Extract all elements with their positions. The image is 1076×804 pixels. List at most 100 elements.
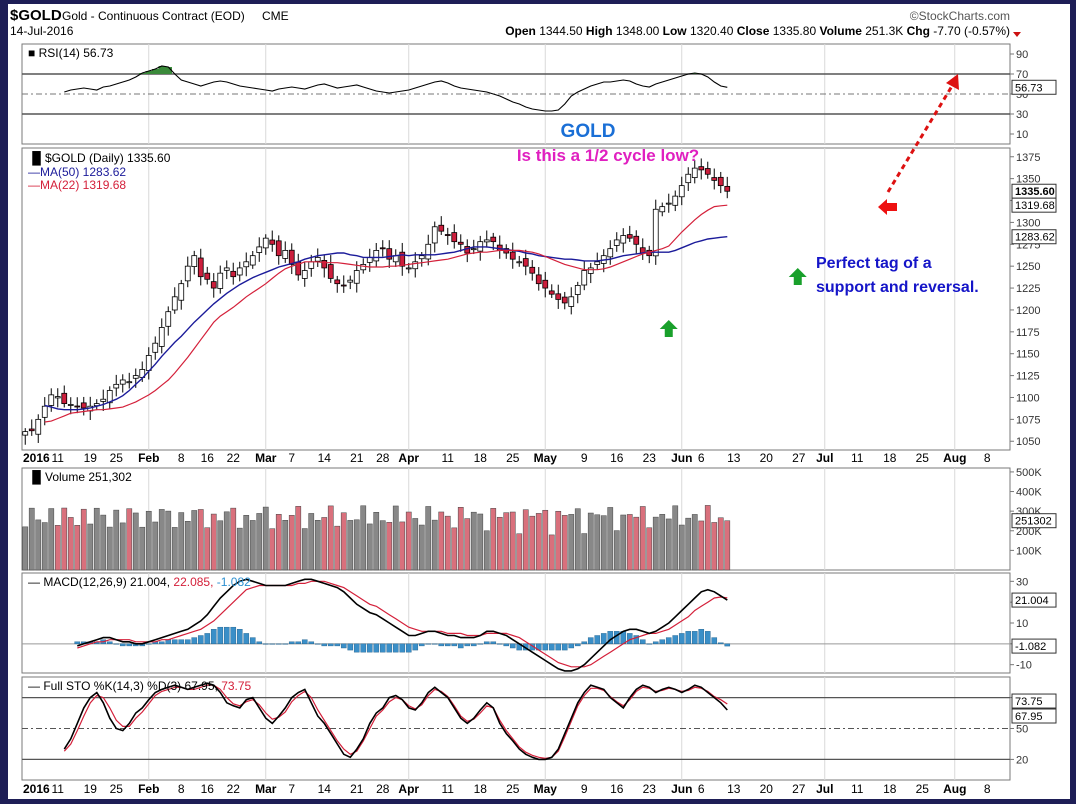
volume-bar	[308, 513, 315, 571]
rsi-overbought-fill	[145, 71, 153, 74]
candle-body	[106, 390, 113, 404]
candle-body	[587, 267, 594, 274]
ma22-line	[44, 204, 728, 423]
y-tick-label: 1300	[1016, 217, 1040, 229]
ohlc-value: 1335.80	[773, 24, 817, 38]
macd-histogram-bar	[223, 626, 230, 645]
volume-bar	[204, 527, 211, 571]
candle-body	[308, 261, 315, 269]
volume-bar	[178, 512, 185, 571]
candle-body	[48, 394, 55, 406]
volume-bar	[574, 508, 581, 571]
description: Gold - Continuous Contract (EOD)	[62, 9, 245, 23]
exchange: CME	[262, 9, 289, 23]
y-tick-label: 400K	[1016, 487, 1042, 499]
x-tick-label: 8	[178, 782, 185, 796]
candle-body	[165, 311, 172, 327]
macd-histogram-bar	[327, 643, 334, 647]
volume-bar	[594, 514, 601, 571]
value-tag-box	[1011, 592, 1057, 608]
candle-body	[184, 265, 191, 282]
candle-body	[236, 267, 243, 276]
macd-histogram-bar	[503, 643, 510, 647]
x-tick-label: 22	[227, 782, 241, 796]
volume-bar	[438, 511, 445, 571]
volume-bar	[724, 520, 731, 571]
volume-bar	[685, 517, 692, 571]
candle-body	[132, 375, 139, 379]
x-tick-label: 21	[350, 451, 364, 465]
candle-body	[425, 243, 432, 260]
volume-bar	[464, 518, 471, 571]
legend-part: ■ RSI(14) 56.73	[28, 46, 114, 60]
macd-histogram-bar	[711, 637, 718, 645]
volume-bar	[197, 509, 204, 571]
projection-dotted-line	[886, 85, 954, 193]
macd-histogram-bar	[678, 633, 685, 645]
x-tick-label: 25	[916, 782, 930, 796]
volume-bar	[236, 527, 243, 571]
volume-bar	[74, 525, 81, 571]
rsi-line	[64, 65, 728, 112]
volume-bar	[275, 514, 282, 571]
macd-histogram-bar	[542, 643, 549, 651]
x-tick-label: 11	[851, 451, 864, 465]
y-tick-label: 50	[1016, 724, 1028, 736]
volume-bar	[457, 507, 464, 571]
x-tick-label: 11	[442, 782, 455, 796]
annotation-question: Is this a 1/2 cycle low?	[517, 146, 699, 165]
volume-bar	[568, 514, 575, 571]
candle-body	[301, 270, 308, 279]
candle-body	[698, 166, 705, 171]
macd-histogram-bar	[594, 635, 601, 645]
candle-body	[672, 195, 679, 206]
value-tag: -1.082	[1015, 641, 1046, 653]
macd-histogram-bar	[366, 643, 373, 653]
volume-bar	[230, 507, 237, 571]
candle-body	[509, 251, 516, 260]
ohlc-label: Open	[505, 24, 539, 38]
volume-bar	[139, 526, 146, 571]
macd-histogram-bar	[392, 643, 399, 653]
macd-histogram-bar	[106, 641, 113, 645]
x-tick-label: Jun	[671, 451, 692, 465]
volume-bar	[132, 512, 139, 571]
candle-body	[594, 261, 601, 265]
volume-bar	[587, 512, 594, 571]
rsi-overbought-fill	[152, 69, 159, 74]
candle-body	[405, 267, 412, 270]
volume-bar	[100, 514, 107, 571]
volume-bar	[48, 508, 55, 571]
x-tick-label: Aug	[943, 782, 966, 796]
volume-bar	[678, 524, 685, 571]
volume-bar	[633, 516, 640, 571]
chg-down-icon	[1013, 32, 1021, 37]
macd-histogram-bar	[438, 643, 445, 647]
macd-histogram-bar	[496, 643, 503, 645]
value-tag: 56.73	[1015, 82, 1043, 94]
candle-body	[230, 270, 237, 278]
brand: ©StockCharts.com	[910, 9, 1010, 23]
volume-bar	[106, 526, 113, 571]
y-tick-label: 1150	[1016, 349, 1040, 361]
volume-bar	[639, 506, 646, 571]
volume-bar	[386, 522, 393, 571]
volume-bar	[41, 522, 48, 571]
candle-body	[126, 381, 133, 384]
value-tag: 21.004	[1015, 595, 1049, 607]
macd-histogram-bar	[145, 643, 152, 645]
volume-bar	[425, 506, 432, 571]
macd-histogram-bar	[568, 643, 575, 649]
macd-histogram-bar	[724, 643, 731, 647]
candle-body	[581, 270, 588, 286]
volume-bar	[373, 512, 380, 571]
macd-histogram-bar	[113, 643, 120, 645]
y-tick-label: 1100	[1016, 392, 1040, 404]
macd-histogram-bar	[249, 637, 256, 645]
x-tick-label: 16	[201, 451, 215, 465]
macd-histogram-bar	[386, 643, 393, 653]
x-tick-label: 11	[52, 451, 65, 465]
macd-histogram-bar	[230, 626, 237, 645]
volume-bar	[262, 506, 269, 571]
macd-histogram-bar	[158, 641, 165, 645]
